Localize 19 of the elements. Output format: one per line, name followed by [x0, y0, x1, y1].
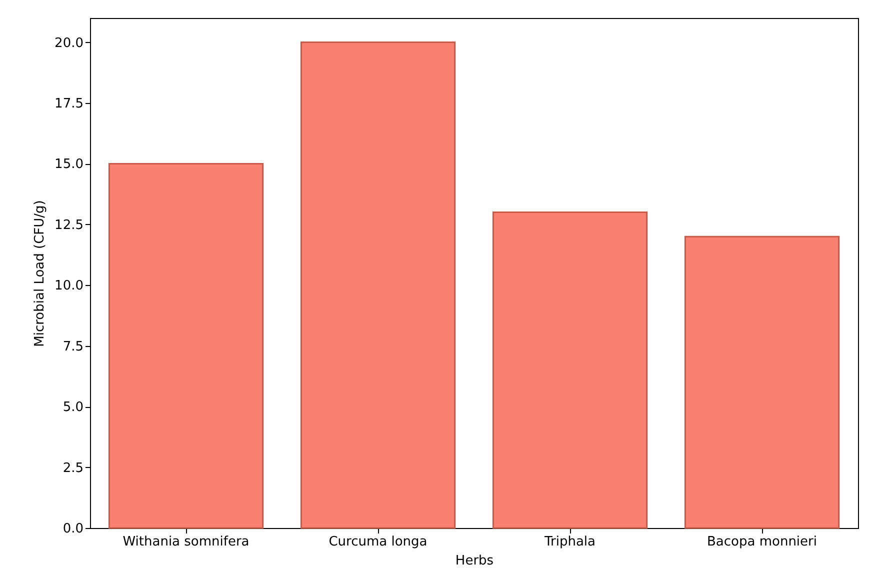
bar: [492, 212, 648, 529]
y-tick-label: 0.0: [62, 522, 84, 536]
y-axis-title: Microbial Load (CFU/g): [32, 200, 48, 347]
y-tick-label: 15.0: [54, 157, 84, 172]
x-tick-label: Withania somnifera: [122, 534, 250, 550]
x-axis-title: Herbs: [455, 554, 494, 568]
y-tick-label: 10.0: [54, 278, 84, 294]
x-tick-label: Curcuma longa: [328, 534, 428, 550]
bar: [300, 42, 456, 529]
y-tick-label: 2.5: [62, 460, 84, 476]
y-tick-label: 7.5: [62, 339, 84, 354]
x-tick-label: Triphala: [543, 534, 596, 550]
bar: [684, 236, 840, 529]
bar: [108, 162, 264, 529]
y-tick-label: 12.5: [54, 218, 84, 233]
y-tick-label: 17.5: [54, 96, 84, 112]
x-tick-label: Bacopa monnieri: [707, 534, 817, 550]
y-tick-label: 20.0: [54, 36, 84, 51]
y-tick-label: 5.0: [62, 400, 84, 416]
